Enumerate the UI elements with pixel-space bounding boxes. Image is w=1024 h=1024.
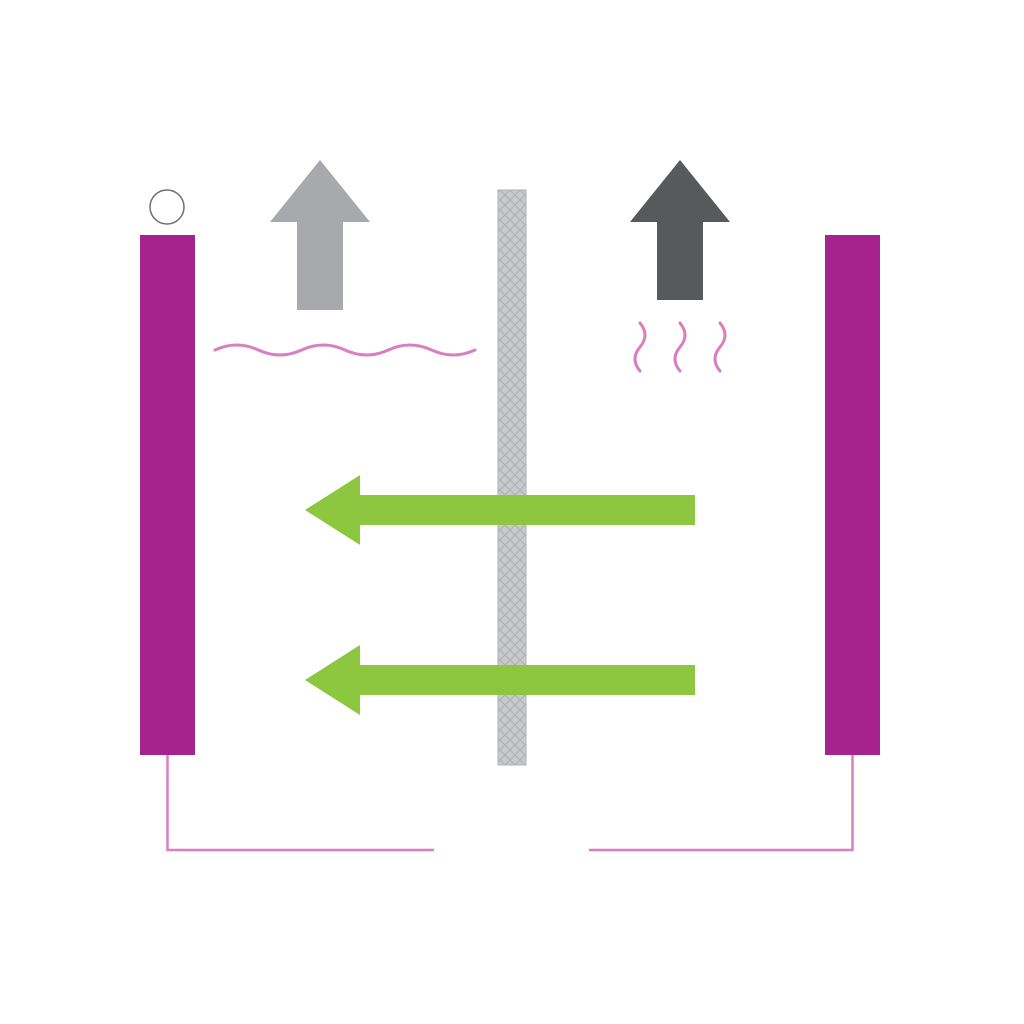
- anode-bar: [140, 235, 195, 755]
- cathode-bar: [825, 235, 880, 755]
- anode-badge: [150, 190, 184, 224]
